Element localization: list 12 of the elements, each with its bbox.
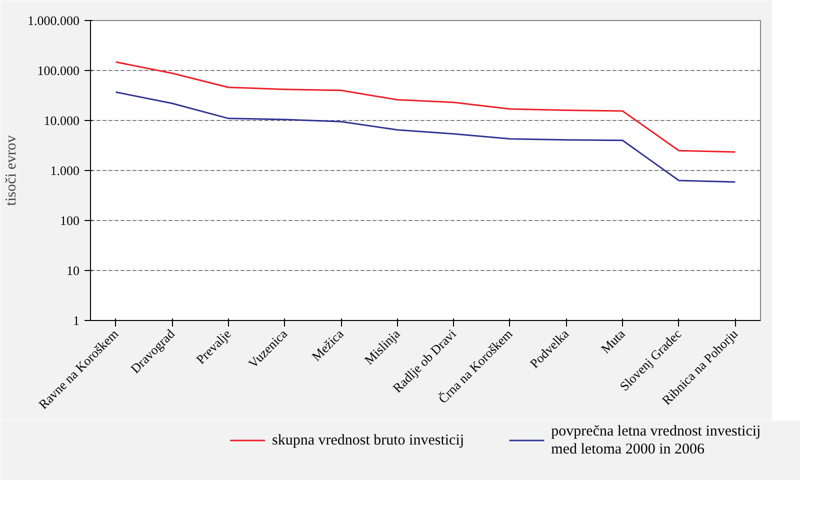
y-tick-label: 10 <box>66 263 80 278</box>
y-tick-label: 1 <box>73 313 80 328</box>
line-series <box>115 61 736 153</box>
y-tick-label: 1.000 <box>50 163 80 178</box>
y-tick-label: 100 <box>60 213 80 228</box>
line-series <box>115 91 736 183</box>
y-tick-label: 10.000 <box>44 113 80 128</box>
y-axis-title: tisoči evrov <box>4 134 20 206</box>
legend-label: povprečna letna vrednost investicij med letoma 2000 in 2006 <box>551 424 761 458</box>
y-tick-label: 100.000 <box>37 63 80 78</box>
y-tick-label: 1.000.000 <box>28 13 80 28</box>
legend-label: skupna vrednost bruto investicij <box>272 432 464 448</box>
